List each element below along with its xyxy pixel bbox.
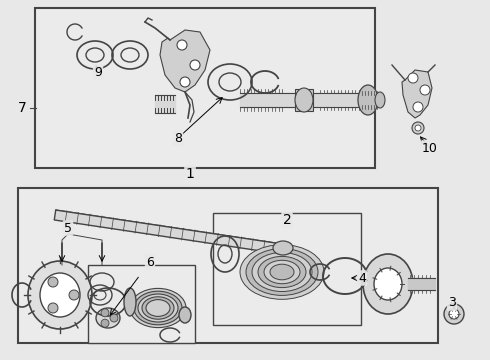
Ellipse shape — [180, 77, 190, 87]
Text: 3: 3 — [448, 297, 456, 310]
Text: 4: 4 — [358, 271, 366, 284]
Ellipse shape — [358, 85, 378, 115]
Text: 1: 1 — [186, 167, 195, 181]
Ellipse shape — [374, 268, 402, 300]
Ellipse shape — [420, 85, 430, 95]
Ellipse shape — [110, 314, 118, 322]
Ellipse shape — [363, 254, 413, 314]
Ellipse shape — [179, 307, 191, 323]
Ellipse shape — [449, 309, 459, 319]
Ellipse shape — [413, 102, 423, 112]
Ellipse shape — [48, 303, 58, 313]
Ellipse shape — [190, 60, 200, 70]
Text: 6: 6 — [146, 256, 154, 269]
Ellipse shape — [134, 291, 182, 325]
Text: 9: 9 — [94, 66, 102, 78]
Bar — [295, 89, 313, 111]
Ellipse shape — [408, 73, 418, 83]
Ellipse shape — [444, 304, 464, 324]
Ellipse shape — [28, 261, 92, 329]
Text: 7: 7 — [18, 101, 26, 115]
Bar — [18, 188, 438, 343]
Ellipse shape — [96, 308, 120, 328]
Ellipse shape — [124, 288, 136, 316]
Bar — [88, 265, 195, 343]
Ellipse shape — [246, 249, 318, 296]
Ellipse shape — [412, 122, 424, 134]
Ellipse shape — [69, 290, 79, 300]
Bar — [35, 8, 375, 168]
Ellipse shape — [375, 92, 385, 108]
Bar — [213, 213, 361, 325]
Ellipse shape — [101, 319, 109, 327]
Ellipse shape — [130, 288, 186, 328]
Polygon shape — [54, 210, 276, 253]
Ellipse shape — [295, 88, 313, 112]
Ellipse shape — [258, 256, 306, 288]
Text: 2: 2 — [283, 213, 292, 227]
Text: 8: 8 — [174, 131, 182, 144]
Text: 10: 10 — [422, 141, 438, 154]
Text: 5: 5 — [64, 221, 72, 234]
Ellipse shape — [415, 125, 421, 131]
Ellipse shape — [177, 40, 187, 50]
Polygon shape — [160, 30, 210, 92]
Ellipse shape — [138, 294, 178, 322]
Polygon shape — [402, 70, 432, 118]
Ellipse shape — [101, 309, 109, 317]
Ellipse shape — [48, 277, 58, 287]
Ellipse shape — [264, 260, 300, 284]
Ellipse shape — [40, 273, 80, 317]
Ellipse shape — [273, 241, 293, 255]
Ellipse shape — [252, 252, 312, 292]
Ellipse shape — [270, 264, 294, 280]
Ellipse shape — [240, 245, 324, 299]
Ellipse shape — [142, 297, 174, 319]
Ellipse shape — [146, 300, 170, 316]
